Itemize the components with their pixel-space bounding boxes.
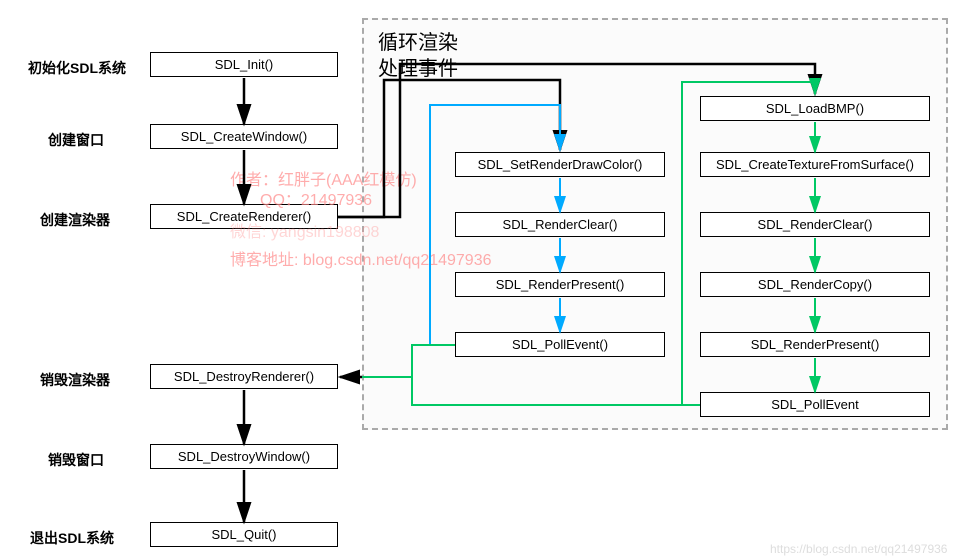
watermark-wechat: 微信: yangsin198808 [230,218,379,242]
box-renderclear-blue: SDL_RenderClear() [455,212,665,237]
label-renderer: 创建渲染器 [40,210,110,230]
box-sdl-createwindow: SDL_CreateWindow() [150,124,338,149]
box-renderpresent-blue: SDL_RenderPresent() [455,272,665,297]
loop-title-2: 处理事件 [378,52,458,81]
box-pollevent-green: SDL_PollEvent [700,392,930,417]
label-quit: 退出SDL系统 [30,528,114,548]
box-sdl-quit: SDL_Quit() [150,522,338,547]
box-rendercopy: SDL_RenderCopy() [700,272,930,297]
box-loadbmp: SDL_LoadBMP() [700,96,930,121]
box-createtexture: SDL_CreateTextureFromSurface() [700,152,930,177]
watermark-footer: https://blog.csdn.net/qq21497936 [770,542,947,556]
box-sdl-init: SDL_Init() [150,52,338,77]
loop-title-1: 循环渲染 [378,26,458,55]
watermark-qq: QQ：21497936 [260,186,372,210]
label-destroy-r: 销毁渲染器 [40,370,110,390]
label-init: 初始化SDL系统 [28,58,126,78]
watermark-blog: 博客地址: blog.csdn.net/qq21497936 [230,246,492,270]
label-destroy-w: 销毁窗口 [48,450,104,470]
box-renderpresent-green: SDL_RenderPresent() [700,332,930,357]
label-window: 创建窗口 [48,130,104,150]
box-sdl-destroywindow: SDL_DestroyWindow() [150,444,338,469]
box-pollevent-blue: SDL_PollEvent() [455,332,665,357]
box-setrenderdrawcolor: SDL_SetRenderDrawColor() [455,152,665,177]
box-sdl-destroyrenderer: SDL_DestroyRenderer() [150,364,338,389]
box-renderclear-green: SDL_RenderClear() [700,212,930,237]
